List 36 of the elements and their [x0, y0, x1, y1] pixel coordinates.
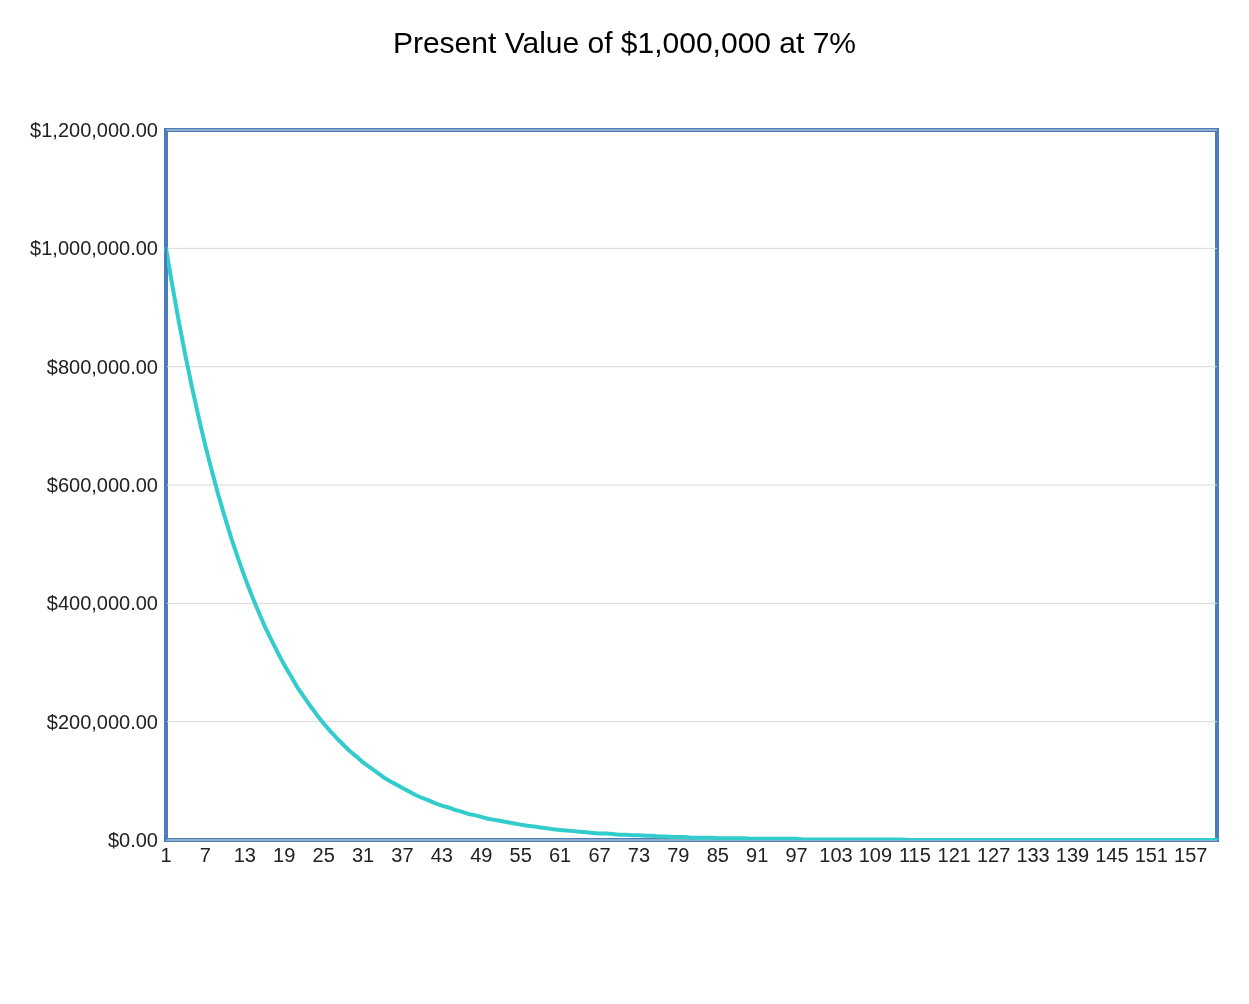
- x-tick-label: 49: [470, 844, 493, 867]
- x-tick-label: 127: [976, 844, 1011, 867]
- x-tick-label: 1: [160, 844, 172, 867]
- y-tick-label: $800,000.00: [46, 355, 158, 378]
- y-tick-label: $200,000.00: [46, 710, 158, 733]
- x-tick-label: 85: [706, 844, 729, 867]
- x-tick-label: 151: [1134, 844, 1168, 867]
- x-tick-label: 73: [627, 844, 651, 867]
- x-tick-label: 133: [1016, 844, 1050, 867]
- x-tick-label: 121: [937, 844, 971, 867]
- x-tick-label: 103: [819, 844, 853, 867]
- x-tick-label: 25: [312, 844, 335, 867]
- line-series: [164, 246, 1219, 840]
- x-tick-label: 91: [746, 844, 769, 867]
- y-tick-label: $1,000,000.00: [30, 237, 158, 260]
- x-tick-label: 79: [667, 844, 690, 867]
- x-tick-label: 139: [1055, 844, 1090, 867]
- x-tick-label: 55: [509, 844, 532, 867]
- x-tick-label: 67: [588, 844, 611, 867]
- y-tick-label: $1,200,000.00: [30, 119, 158, 142]
- x-tick-label: 31: [351, 844, 375, 867]
- y-tick-label: $600,000.00: [46, 474, 158, 497]
- x-tick-label: 97: [785, 844, 808, 867]
- x-tick-label: 109: [858, 844, 893, 867]
- y-tick-label: $0.00: [107, 829, 158, 852]
- x-tick-label: 157: [1174, 844, 1208, 867]
- x-tick-label: 7: [199, 844, 211, 867]
- chart-title: Present Value of $1,000,000 at 7%: [391, 26, 858, 60]
- x-tick-label: 61: [549, 844, 572, 867]
- x-tick-label: 19: [273, 844, 296, 867]
- x-tick-label: 13: [233, 844, 256, 867]
- x-tick-label: 115: [898, 844, 931, 867]
- x-tick-label: 43: [430, 844, 454, 867]
- x-tick-label: 145: [1095, 844, 1129, 867]
- x-tick-label: 37: [391, 844, 414, 867]
- y-tick-label: $400,000.00: [46, 592, 158, 615]
